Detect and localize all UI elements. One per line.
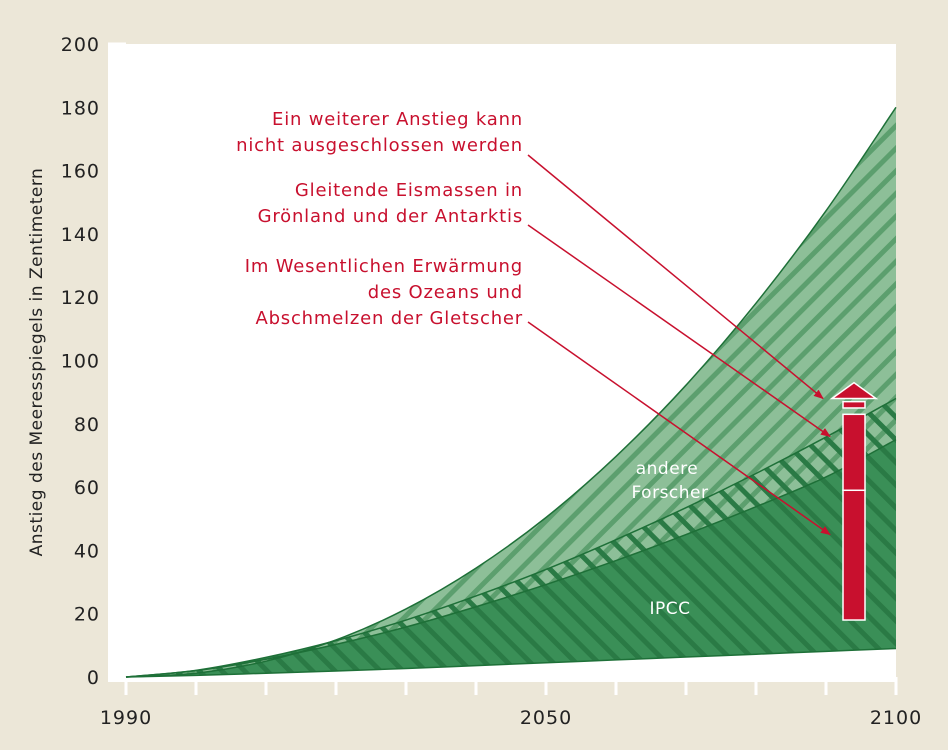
annotation-arrow [527,224,831,438]
x-tick-label: 2050 [520,707,572,729]
y-tick-label: 80 [74,414,100,436]
y-tick-label: 20 [74,604,100,626]
band-boundary-line [125,438,897,678]
red-bar-arrowhead [829,381,879,400]
x-tick-label: 2100 [870,707,922,729]
band-boundary-line [125,397,897,678]
red-bar-segment [842,489,866,621]
y-tick-label: 180 [61,97,100,119]
band-label-ipcc: IPCC [649,599,690,619]
y-axis-label: Anstieg des Meeresspiegels in Zentimeter… [27,168,47,557]
annotation-text: Ein weiterer Anstieg kann [272,109,523,130]
band-ipcc-hatch [126,398,896,677]
y-tick-label: 140 [61,224,100,246]
annotation-arrow [527,321,831,536]
annotation-text: des Ozeans und [368,282,523,303]
annotation-text: Grönland und der Antarktis [258,206,523,227]
annotation-text: nicht ausgeschlossen werden [236,135,523,156]
red-bar-segment [842,413,866,492]
annotation-text: Gleitende Eismassen in [295,180,523,201]
band-boundary-line [125,647,897,678]
y-tick-label: 60 [74,477,100,499]
y-tick-label: 160 [61,161,100,183]
x-tick-label: 1990 [100,707,152,729]
y-tick-label: 0 [87,667,100,689]
red-bar-segment [842,400,866,409]
y-tick-label: 100 [61,351,100,373]
annotation-text: Abschmelzen der Gletscher [255,308,523,329]
y-tick-label: 40 [74,540,100,562]
y-tick-label: 120 [61,287,100,309]
y-tick-label: 200 [61,34,100,56]
annotation-text: Im Wesentlichen Erwärmung [245,256,523,277]
annotation-arrow [527,154,824,400]
band-andere-hatch [126,107,896,678]
band-label-andere-1: andere [636,459,699,479]
band-label-andere-2: Forscher [632,483,709,503]
band-boundary-line [125,106,897,678]
